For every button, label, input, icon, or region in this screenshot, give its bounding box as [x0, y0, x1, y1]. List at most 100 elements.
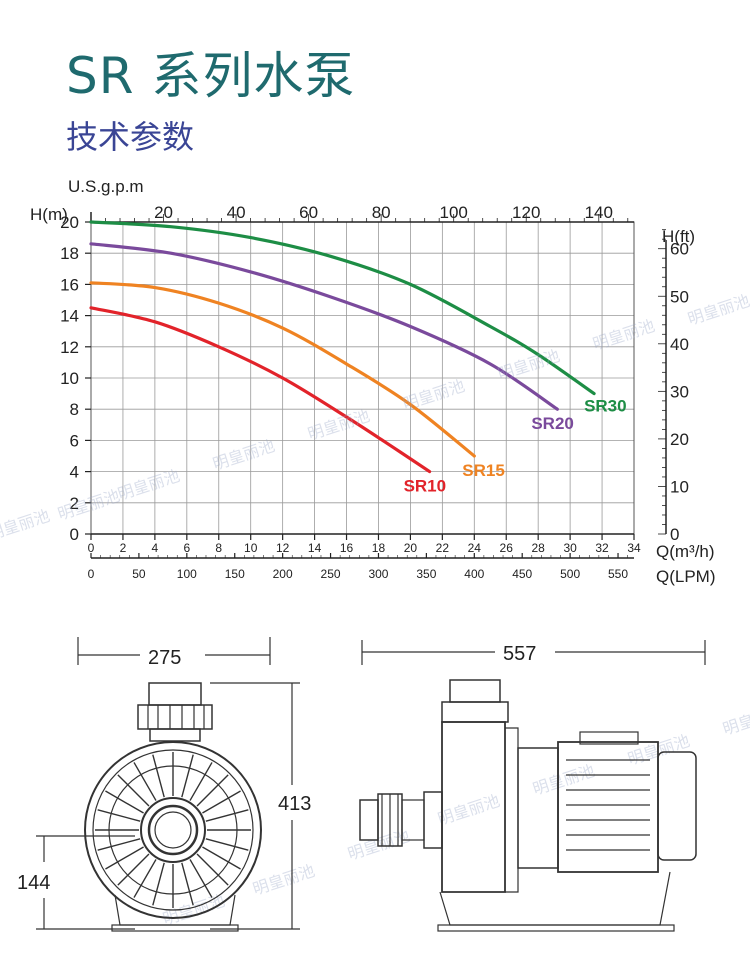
y-tick-label: 2 [70, 494, 79, 513]
series-line-sr10 [89, 306, 432, 474]
gpm-tick-label: 140 [585, 203, 613, 222]
x-tick-label: 2 [120, 541, 127, 555]
x-tick-label: 26 [500, 541, 514, 555]
lpm-tick-label: 150 [225, 567, 245, 581]
grille-rib [97, 809, 141, 822]
x-tick-label: 28 [531, 541, 545, 555]
front-view-drawing [36, 637, 300, 932]
grille-rib [189, 859, 213, 898]
grille-rib [105, 846, 144, 870]
watermark-text: 明皇丽池 [720, 701, 750, 739]
series-label-sr30: SR30 [584, 397, 627, 416]
x-tick-label: 16 [340, 541, 354, 555]
x-tick-label: 32 [595, 541, 609, 555]
lpm-tick-label: 400 [464, 567, 484, 581]
lpm-tick-label: 100 [177, 567, 197, 581]
side-view-drawing [359, 640, 706, 932]
watermark-text: 明皇丽池 [530, 761, 597, 799]
lpm-tick-label: 0 [88, 567, 95, 581]
grille-rib [205, 838, 249, 851]
lpm-tick-label: 50 [132, 567, 146, 581]
grille-rib [189, 762, 213, 801]
chart-grid [90, 221, 635, 535]
ft-tick-label: 40 [670, 335, 689, 354]
watermark-text: 明皇丽池 [590, 316, 657, 354]
side-length-dimension: 557 [503, 643, 536, 665]
series-line-sr15 [89, 281, 476, 458]
y-tick-label: 12 [60, 338, 79, 357]
grille-rib [133, 762, 157, 801]
grille-rib [196, 774, 229, 807]
watermark-text: 明皇丽池 [0, 506, 52, 544]
x-axis-label: Q(m³/h) [656, 542, 715, 561]
y-tick-label: 14 [60, 307, 79, 326]
x-tick-label: 8 [215, 541, 222, 555]
x-tick-label: 30 [563, 541, 577, 555]
x-tick-label: 22 [436, 541, 450, 555]
lpm-tick-label: 250 [321, 567, 341, 581]
y-tick-label: 16 [60, 275, 79, 294]
lpm-axis-label: Q(LPM) [656, 567, 716, 586]
height-dimension: 413 [278, 793, 311, 815]
grille-rib [181, 862, 194, 906]
series-label-sr20: SR20 [531, 414, 574, 433]
grille-rib [196, 853, 229, 886]
series-label-sr10: SR10 [404, 477, 447, 496]
y-tick-label: 0 [70, 525, 79, 544]
grille-rib [133, 859, 157, 898]
watermark-text: 明皇丽池 [435, 791, 502, 829]
grille-rib [202, 790, 241, 814]
watermark-text: 明皇丽池 [685, 291, 750, 329]
grille-rib [105, 790, 144, 814]
y-tick-label: 4 [70, 463, 79, 482]
gpm-tick-label: 60 [299, 203, 318, 222]
gpm-tick-label: 100 [440, 203, 468, 222]
grille-rib [181, 754, 194, 798]
lpm-tick-label: 350 [416, 567, 436, 581]
page-subtitle: 技术参数 [66, 118, 195, 156]
grille-rib [117, 853, 150, 886]
gpm-axis-label: U.S.g.p.m [68, 177, 144, 196]
x-tick-label: 6 [183, 541, 190, 555]
front-width-dimension: 275 [148, 647, 181, 669]
y-tick-label: 18 [60, 244, 79, 263]
watermark-text: 明皇丽池 [250, 861, 317, 899]
gpm-tick-label: 80 [372, 203, 391, 222]
grille-rib [205, 809, 249, 822]
ft-tick-label: 30 [670, 382, 689, 401]
ft-tick-label: 50 [670, 287, 689, 306]
x-tick-label: 12 [276, 541, 290, 555]
page-title: SR 系列水泵 [66, 47, 356, 105]
grille-rib [152, 754, 165, 798]
watermark-text: 明皇丽池 [210, 436, 277, 474]
grille-rib [117, 774, 150, 807]
gpm-tick-label: 20 [154, 203, 173, 222]
lpm-tick-label: 450 [512, 567, 532, 581]
grille-rib [202, 846, 241, 870]
lpm-tick-label: 200 [273, 567, 293, 581]
x-tick-label: 24 [468, 541, 482, 555]
x-tick-label: 4 [152, 541, 159, 555]
x-tick-label: 34 [627, 541, 641, 555]
ft-tick-label: 10 [670, 477, 689, 496]
series-line-sr30 [89, 220, 596, 396]
y-tick-label: 8 [70, 400, 79, 419]
x-tick-label: 0 [88, 541, 95, 555]
ft-tick-label: 60 [670, 240, 689, 259]
series-line-sr20 [89, 242, 559, 411]
x-tick-label: 10 [244, 541, 258, 555]
y-tick-label: 6 [70, 431, 79, 450]
lpm-tick-label: 500 [560, 567, 580, 581]
y-tick-label: 10 [60, 369, 79, 388]
grille-rib [97, 838, 141, 851]
ft-axis-label: H(ft) [662, 227, 695, 246]
gpm-tick-label: 120 [512, 203, 540, 222]
gpm-tick-label: 40 [227, 203, 246, 222]
y-tick-label: 20 [60, 213, 79, 232]
axis-height-dimension: 144 [17, 872, 50, 894]
x-tick-label: 20 [404, 541, 418, 555]
ft-tick-label: 20 [670, 430, 689, 449]
lpm-tick-label: 550 [608, 567, 628, 581]
x-tick-label: 14 [308, 541, 322, 555]
